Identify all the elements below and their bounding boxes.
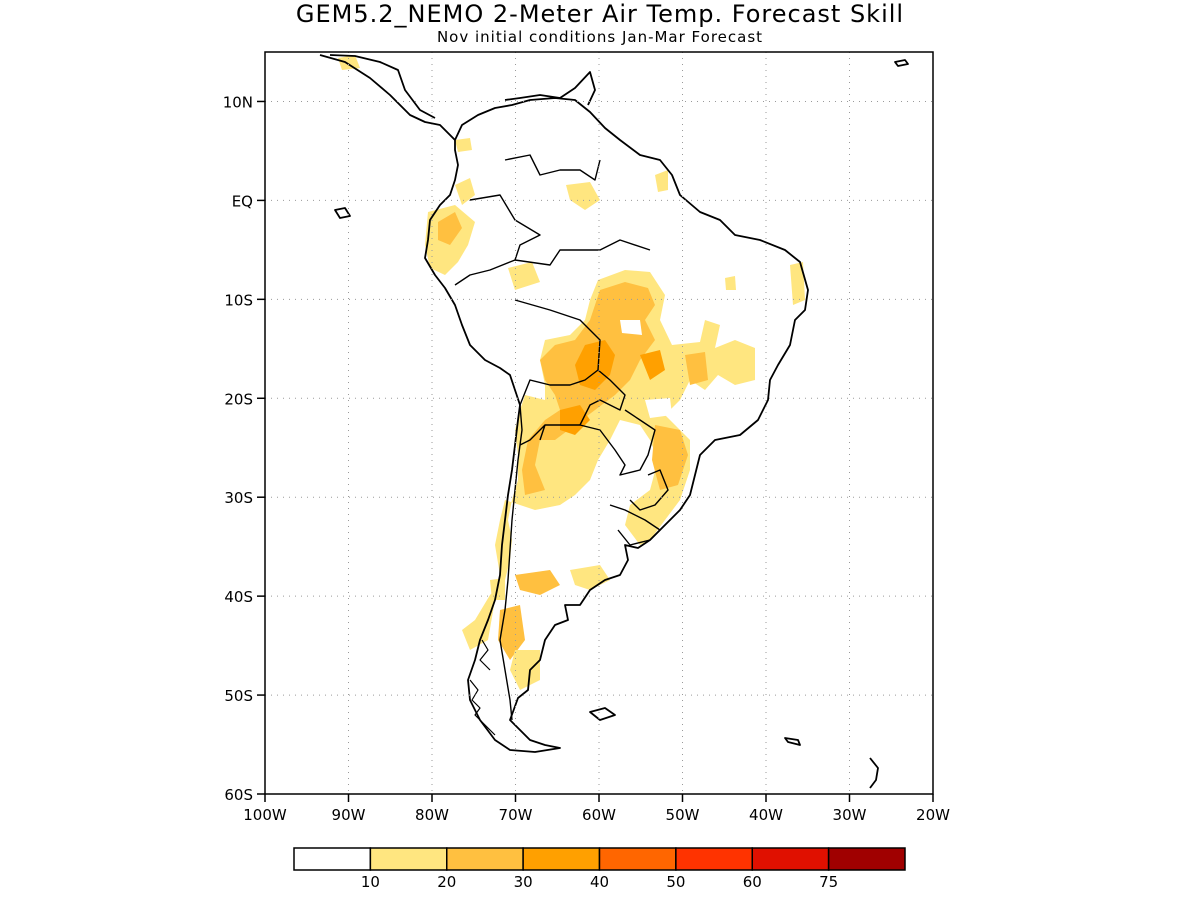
y-tick-label: 10N	[223, 93, 253, 111]
colorbar-swatch	[522, 847, 601, 871]
skill-gap	[620, 320, 642, 335]
colorbar-label: 75	[819, 873, 838, 891]
skill-region-10-20	[570, 565, 610, 590]
map-title: GEM5.2_NEMO 2-Meter Air Temp. Forecast S…	[295, 0, 905, 28]
colorbar-label: 20	[437, 873, 456, 891]
skill-shading	[338, 55, 805, 690]
skill-region-30-40	[640, 350, 665, 380]
colorbar-swatch	[369, 847, 448, 871]
y-tick-label: 30S	[224, 489, 253, 507]
skill-region-10-20	[725, 276, 736, 290]
x-tick-label: 20W	[916, 806, 950, 824]
central-america-coastline	[319, 54, 456, 141]
colorbar-swatch	[446, 847, 524, 871]
colorbar-swatch	[751, 847, 830, 871]
chile-archipelago	[469, 639, 496, 736]
colorbar-label: 60	[743, 873, 762, 891]
y-tick-label: EQ	[232, 192, 253, 210]
y-tick-label: 40S	[224, 588, 253, 606]
skill-region-10-20	[508, 262, 540, 290]
skill-region-10-20	[790, 262, 805, 305]
skill-region-10-20	[455, 138, 472, 152]
x-tick-label: 70W	[499, 806, 533, 824]
caribbean-islands	[504, 71, 596, 106]
skill-region-20-30	[438, 212, 462, 245]
skill-region-30-40	[560, 405, 590, 435]
colorbar-swatch	[293, 847, 372, 871]
central-america-coastline-north	[329, 54, 436, 119]
y-tick-label: 10S	[224, 291, 253, 309]
north-atlantic-islands	[894, 59, 909, 67]
skill-region-10-20	[655, 170, 668, 192]
x-tick-label: 100W	[243, 806, 287, 824]
colorbar-label: 40	[590, 873, 609, 891]
skill-region-10-20	[566, 182, 600, 210]
andes-border	[499, 404, 523, 721]
south-atlantic-islands	[869, 757, 879, 789]
skill-region-20-30	[498, 605, 525, 660]
skill-gap	[560, 512, 615, 560]
galapagos	[334, 207, 351, 219]
colorbar-label: 30	[514, 873, 533, 891]
skill-region-20-30	[515, 570, 560, 595]
skill-region-20-30	[685, 352, 708, 385]
colorbar-swatch	[598, 847, 677, 871]
graticule	[265, 52, 933, 794]
falkland-islands	[589, 707, 616, 721]
south-georgia	[784, 737, 801, 746]
x-tick-label: 40W	[749, 806, 783, 824]
y-tick-label: 60S	[224, 786, 253, 804]
colorbar-swatch	[827, 847, 906, 871]
skill-region-20-30	[522, 282, 655, 495]
y-tick-label: 50S	[224, 687, 253, 705]
skill-region-10-20	[455, 178, 475, 205]
y-tick-label: 20S	[224, 390, 253, 408]
south-america-coastline	[424, 97, 809, 753]
x-tick-label: 90W	[332, 806, 366, 824]
map-ticks: 10N EQ 10S 20S 30S 40S 50S 60S 100W 90W 80W 70W 60W 5…	[223, 93, 950, 824]
x-tick-label: 30W	[833, 806, 867, 824]
x-tick-label: 50W	[666, 806, 700, 824]
x-tick-label: 60W	[582, 806, 616, 824]
colorbar-label: 10	[361, 873, 380, 891]
colorbar: 10 20 30 40 50 60 75	[293, 847, 906, 891]
skill-region-30-40	[575, 340, 615, 390]
skill-region-10-20	[510, 650, 540, 690]
map-subtitle: Nov initial conditions Jan-Mar Forecast	[436, 28, 764, 46]
colorbar-swatch	[675, 847, 753, 871]
skill-region-10-20	[338, 55, 360, 70]
skill-gap	[645, 398, 672, 418]
x-tick-label: 80W	[415, 806, 449, 824]
skill-region-10-20	[462, 270, 755, 650]
colorbar-label: 50	[666, 873, 685, 891]
coastlines	[319, 54, 909, 789]
